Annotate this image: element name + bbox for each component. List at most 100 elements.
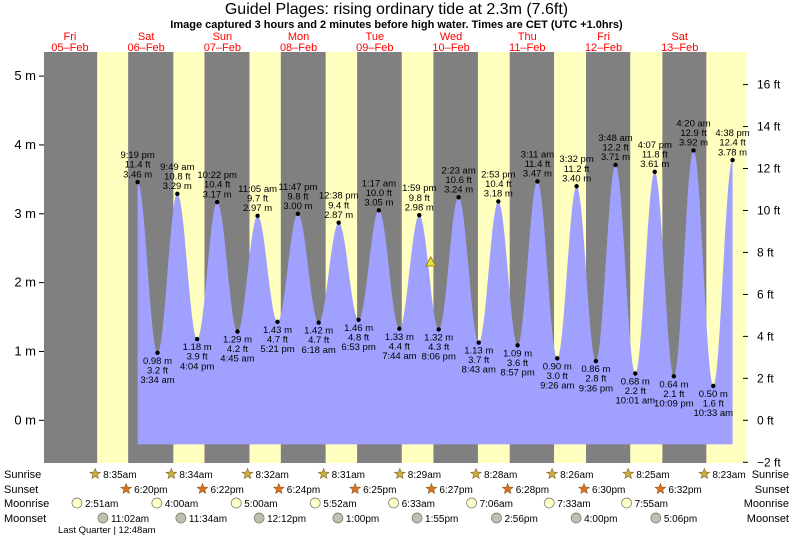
high-tide-label: 3.78 m xyxy=(718,147,747,158)
chart-subtitle: Image captured 3 hours and 2 minutes bef… xyxy=(170,19,623,31)
high-tide-label: 2.97 m xyxy=(243,203,272,214)
moonrise-time: 6:33am xyxy=(402,499,435,510)
moonset-icon xyxy=(332,512,344,524)
high-tide-label: 1:59 pm xyxy=(402,183,436,194)
sunset-time: 6:32pm xyxy=(668,485,701,496)
sunset-time: 6:20pm xyxy=(134,485,167,496)
high-tide-dot xyxy=(496,199,501,204)
low-tide-label: 1.46 m xyxy=(344,323,373,334)
low-tide-label: 3.9 ft xyxy=(187,352,208,363)
low-tide-label: 4.7 ft xyxy=(308,335,329,346)
low-tide-dot xyxy=(671,374,677,379)
moonrise-time: 2:51am xyxy=(85,499,118,510)
high-tide-dot xyxy=(336,220,341,225)
sunrise-icon xyxy=(89,467,102,480)
high-tide-label: 4:07 pm xyxy=(638,140,672,151)
sunrise-row-label-right: Sunrise xyxy=(752,469,789,481)
high-tide-label: 3.47 m xyxy=(523,169,552,180)
high-tide-label: 2:53 pm xyxy=(481,169,515,180)
low-tide-dot xyxy=(593,358,599,364)
high-tide-label: 12.4 ft xyxy=(719,138,746,149)
low-tide-dot xyxy=(476,340,481,345)
low-tide-label: 3.7 ft xyxy=(468,355,489,366)
high-tide-label: 3.17 m xyxy=(203,189,232,200)
low-tide-dot xyxy=(515,343,520,348)
sunset-icon xyxy=(196,482,209,495)
low-tide-label: 0.86 m xyxy=(581,364,610,375)
high-tide-label: 2.98 m xyxy=(405,202,434,213)
low-tide-label: 6:53 pm xyxy=(341,342,375,353)
high-tide-label: 2:23 am xyxy=(441,165,475,176)
low-tide-label: 0.50 m xyxy=(699,389,728,400)
moonrise-time: 7:33am xyxy=(557,499,590,510)
low-tide-label: 3.6 ft xyxy=(507,358,528,369)
high-tide-dot xyxy=(730,157,735,163)
current-tide-marker xyxy=(425,256,437,267)
high-tide-dot xyxy=(456,195,461,200)
date-label: 08–Feb xyxy=(280,42,317,54)
low-tide-label: 2.1 ft xyxy=(663,389,684,400)
low-tide-label: 0.98 m xyxy=(143,356,172,367)
sunset-icon xyxy=(120,482,133,495)
low-tide-dot xyxy=(633,371,638,376)
high-tide-label: 3.92 m xyxy=(679,138,708,149)
high-tide-dot xyxy=(255,213,260,219)
sunset-time: 6:28pm xyxy=(516,485,549,496)
sunrise-icon xyxy=(241,467,254,480)
moonrise-icon xyxy=(466,497,477,509)
low-tide-label: 4:04 pm xyxy=(180,361,214,372)
y-right-tick-label: 16 ft xyxy=(757,78,781,92)
low-tide-label: 10:01 am xyxy=(615,396,655,407)
low-tide-dot xyxy=(155,350,160,356)
sunrise-time: 8:23am xyxy=(712,470,745,481)
low-tide-dot xyxy=(194,336,200,342)
low-tide-label: 10:33 am xyxy=(693,408,733,419)
sunrise-time: 8:32am xyxy=(255,470,288,481)
moonrise-time: 5:52am xyxy=(323,499,356,510)
high-tide-dot xyxy=(376,208,382,213)
low-tide-label: 4:45 am xyxy=(220,354,254,365)
y-right-tick-label: 12 ft xyxy=(757,162,781,176)
moonset-time: 11:02am xyxy=(111,514,149,525)
sunrise-icon xyxy=(469,467,483,480)
sunrise-icon xyxy=(622,467,635,480)
date-label: 05–Feb xyxy=(51,42,88,54)
high-tide-label: 11:05 am xyxy=(238,184,277,195)
high-tide-dot xyxy=(613,162,618,168)
moonset-icon xyxy=(650,512,662,524)
low-tide-label: 8:57 pm xyxy=(500,367,534,378)
day-label: Sat xyxy=(138,31,155,43)
low-tide-label: 4.2 ft xyxy=(227,344,248,355)
y-left-tick-label: 3 m xyxy=(14,206,36,221)
high-tide-label: 11:47 pm xyxy=(278,182,317,193)
y-right-tick-label: 2 ft xyxy=(757,371,774,385)
high-tide-label: 3.29 m xyxy=(163,181,192,192)
sunrise-icon xyxy=(317,467,330,480)
sunset-time: 6:24pm xyxy=(287,485,320,496)
high-tide-label: 3.24 m xyxy=(444,184,473,195)
high-tide-label: 10.0 ft xyxy=(366,188,393,199)
moon-phase-note: Last Quarter | 12:48am xyxy=(58,525,156,536)
y-right-tick-label: 8 ft xyxy=(757,245,774,259)
low-tide-dot xyxy=(555,356,560,361)
chart-title: Guidel Plages: rising ordinary tide at 2… xyxy=(224,1,569,18)
moonrise-row-label-right: Moonrise xyxy=(744,498,789,510)
high-tide-label: 3.18 m xyxy=(484,189,513,200)
low-tide-label: 1.09 m xyxy=(503,348,532,359)
day-label: Sun xyxy=(213,31,233,43)
low-tide-label: 0.64 m xyxy=(659,379,688,390)
date-label: 12–Feb xyxy=(585,42,622,54)
high-tide-label: 1:17 am xyxy=(362,178,396,189)
date-label: 13–Feb xyxy=(661,42,698,54)
low-tide-label: 2.2 ft xyxy=(625,386,646,397)
sunrise-icon xyxy=(165,467,178,480)
low-tide-label: 4.7 ft xyxy=(267,334,288,345)
low-tide-label: 0.90 m xyxy=(543,361,572,372)
high-tide-label: 11.4 ft xyxy=(125,160,151,171)
low-tide-dot xyxy=(316,320,321,325)
low-tide-label: 6:18 am xyxy=(301,345,335,356)
low-tide-label: 3:34 am xyxy=(140,375,174,386)
daylight-band xyxy=(97,52,129,463)
day-label: Wed xyxy=(440,31,462,43)
sunset-time: 6:22pm xyxy=(210,485,243,496)
